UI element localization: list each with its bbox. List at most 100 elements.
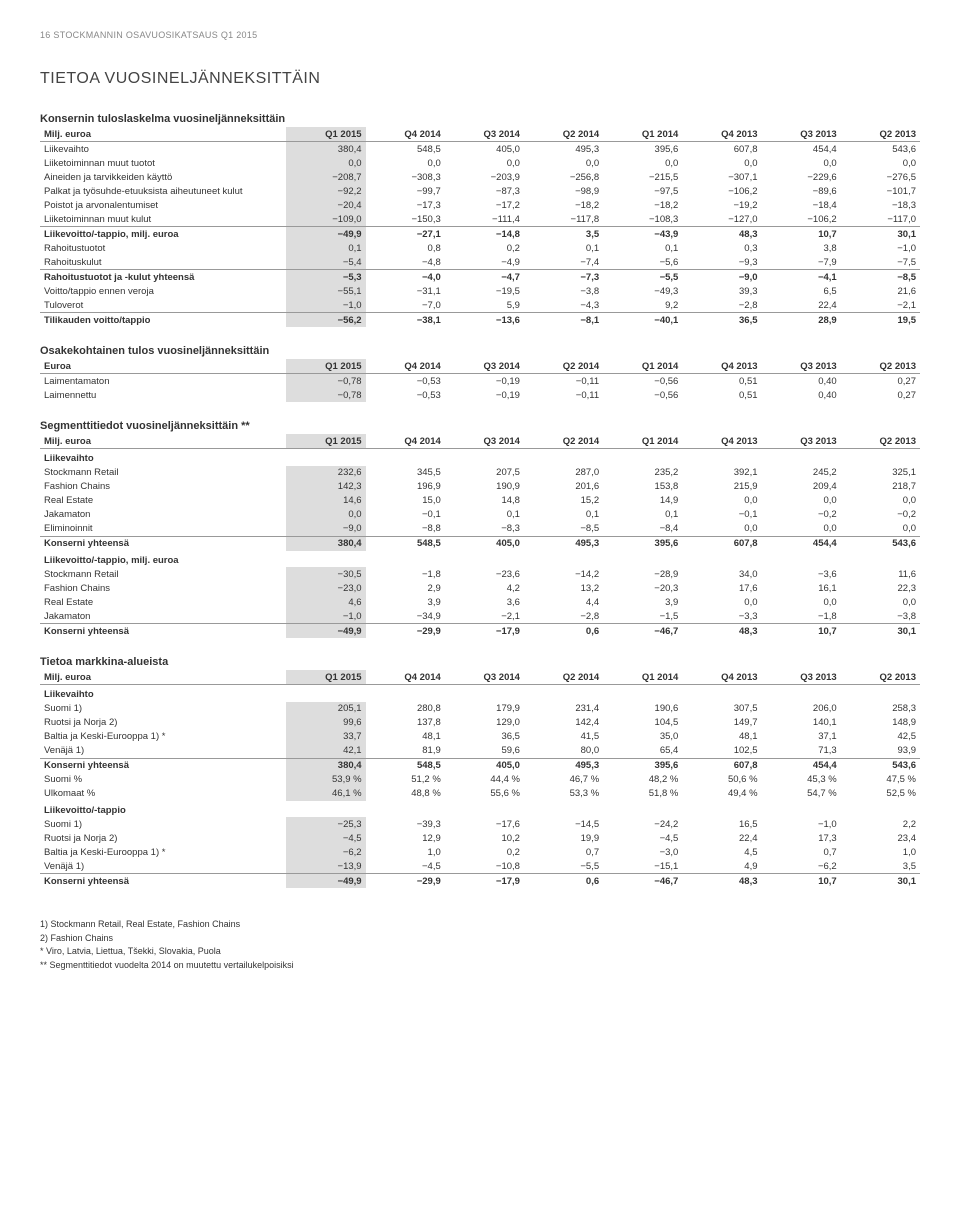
cell: 44,4 %	[445, 773, 524, 787]
cell: 51,2 %	[366, 773, 445, 787]
row-label: Laimennettu	[40, 388, 286, 402]
row-label: Rahoitustuotot ja -kulut yhteensä	[40, 270, 286, 285]
cell: −2,1	[841, 298, 920, 313]
cell: −30,5	[286, 567, 365, 581]
cell: 22,3	[841, 581, 920, 595]
cell: 4,5	[682, 845, 761, 859]
cell: 231,4	[524, 702, 603, 716]
main-title: TIETOA VUOSINELJÄNNEKSITTÄIN	[40, 70, 920, 88]
table-row: Baltia ja Keski-Eurooppa 1) *33,748,136,…	[40, 730, 920, 744]
cell: 0,40	[762, 374, 841, 389]
cell: 42,1	[286, 744, 365, 759]
cell: 0,2	[445, 845, 524, 859]
period-header: Q1 2014	[603, 670, 682, 685]
cell: 17,3	[762, 831, 841, 845]
cell: 0,1	[524, 508, 603, 522]
cell: −31,1	[366, 284, 445, 298]
row-label: Baltia ja Keski-Eurooppa 1) *	[40, 845, 286, 859]
period-header: Q2 2013	[841, 434, 920, 449]
cell: −20,4	[286, 198, 365, 212]
period-header: Q1 2015	[286, 127, 365, 142]
cell: −29,9	[366, 874, 445, 889]
cell: 19,9	[524, 831, 603, 845]
cell: −3,0	[603, 845, 682, 859]
cell: 0,0	[682, 494, 761, 508]
cell: −1,0	[286, 298, 365, 313]
table-row: Jakamaton0,0−0,10,10,10,1−0,1−0,2−0,2	[40, 508, 920, 522]
cell: −0,53	[366, 374, 445, 389]
cell: 235,2	[603, 466, 682, 480]
cell: 81,9	[366, 744, 445, 759]
cell: 2,2	[841, 817, 920, 831]
cell: 543,6	[841, 536, 920, 551]
period-header: Q3 2014	[445, 359, 524, 374]
cell: −276,5	[841, 170, 920, 184]
cell: 0,2	[445, 241, 524, 255]
period-header: Q4 2013	[682, 434, 761, 449]
cell: 46,7 %	[524, 773, 603, 787]
cell: 405,0	[445, 142, 524, 157]
cell: −0,19	[445, 374, 524, 389]
period-header: Q1 2015	[286, 670, 365, 685]
cell: −2,1	[445, 609, 524, 624]
cell: 50,6 %	[682, 773, 761, 787]
table-row: Laimennettu−0,78−0,53−0,19−0,11−0,560,51…	[40, 388, 920, 402]
table-row: Stockmann Retail232,6345,5207,5287,0235,…	[40, 466, 920, 480]
cell: −29,9	[366, 624, 445, 639]
cell: 14,6	[286, 494, 365, 508]
cell: −308,3	[366, 170, 445, 184]
cell: 3,9	[366, 595, 445, 609]
cell: 0,6	[524, 624, 603, 639]
cell: 287,0	[524, 466, 603, 480]
cell: −97,5	[603, 184, 682, 198]
period-header: Q3 2013	[762, 434, 841, 449]
cell: −3,8	[524, 284, 603, 298]
group-header: Liikevaihto	[40, 685, 920, 702]
cell: −4,9	[445, 255, 524, 270]
cell: 142,3	[286, 480, 365, 494]
cell: 15,0	[366, 494, 445, 508]
row-label: Real Estate	[40, 595, 286, 609]
table-row: Ruotsi ja Norja 2)99,6137,8129,0142,4104…	[40, 716, 920, 730]
cell: 4,4	[524, 595, 603, 609]
cell: 11,6	[841, 567, 920, 581]
table4-title: Tietoa markkina-alueista	[40, 656, 920, 668]
cell: 395,6	[603, 758, 682, 773]
cell: 42,5	[841, 730, 920, 744]
cell: 48,3	[682, 227, 761, 242]
cell: −4,1	[762, 270, 841, 285]
cell: −9,0	[682, 270, 761, 285]
cell: 52,5 %	[841, 787, 920, 801]
cell: 142,4	[524, 716, 603, 730]
cell: −17,9	[445, 874, 524, 889]
cell: −20,3	[603, 581, 682, 595]
cell: 395,6	[603, 142, 682, 157]
cell: 54,7 %	[762, 787, 841, 801]
period-header: Q3 2014	[445, 670, 524, 685]
market-area-table: Milj. euroaQ1 2015Q4 2014Q3 2014Q2 2014Q…	[40, 670, 920, 888]
row-label: Konserni yhteensä	[40, 758, 286, 773]
cell: 3,5	[524, 227, 603, 242]
cell: −17,6	[445, 817, 524, 831]
cell: −0,1	[682, 508, 761, 522]
table-row: Fashion Chains142,3196,9190,9201,6153,82…	[40, 480, 920, 494]
cell: 3,5	[841, 859, 920, 874]
cell: 454,4	[762, 758, 841, 773]
cell: −8,5	[524, 522, 603, 537]
table-row: Real Estate4,63,93,64,43,90,00,00,0	[40, 595, 920, 609]
cell: −19,5	[445, 284, 524, 298]
cell: −7,3	[524, 270, 603, 285]
cell: 10,7	[762, 227, 841, 242]
cell: 0,0	[445, 156, 524, 170]
cell: 325,1	[841, 466, 920, 480]
row-label: Liikevoitto/-tappio, milj. euroa	[40, 227, 286, 242]
cell: 48,3	[682, 624, 761, 639]
cell: 48,2 %	[603, 773, 682, 787]
table-row: Liikevoitto/-tappio, milj. euroa−49,9−27…	[40, 227, 920, 242]
cell: 0,1	[524, 241, 603, 255]
cell: −8,8	[366, 522, 445, 537]
row-label: Suomi 1)	[40, 817, 286, 831]
cell: −4,3	[524, 298, 603, 313]
cell: 30,1	[841, 227, 920, 242]
table-row: Rahoitustuotot ja -kulut yhteensä−5,3−4,…	[40, 270, 920, 285]
